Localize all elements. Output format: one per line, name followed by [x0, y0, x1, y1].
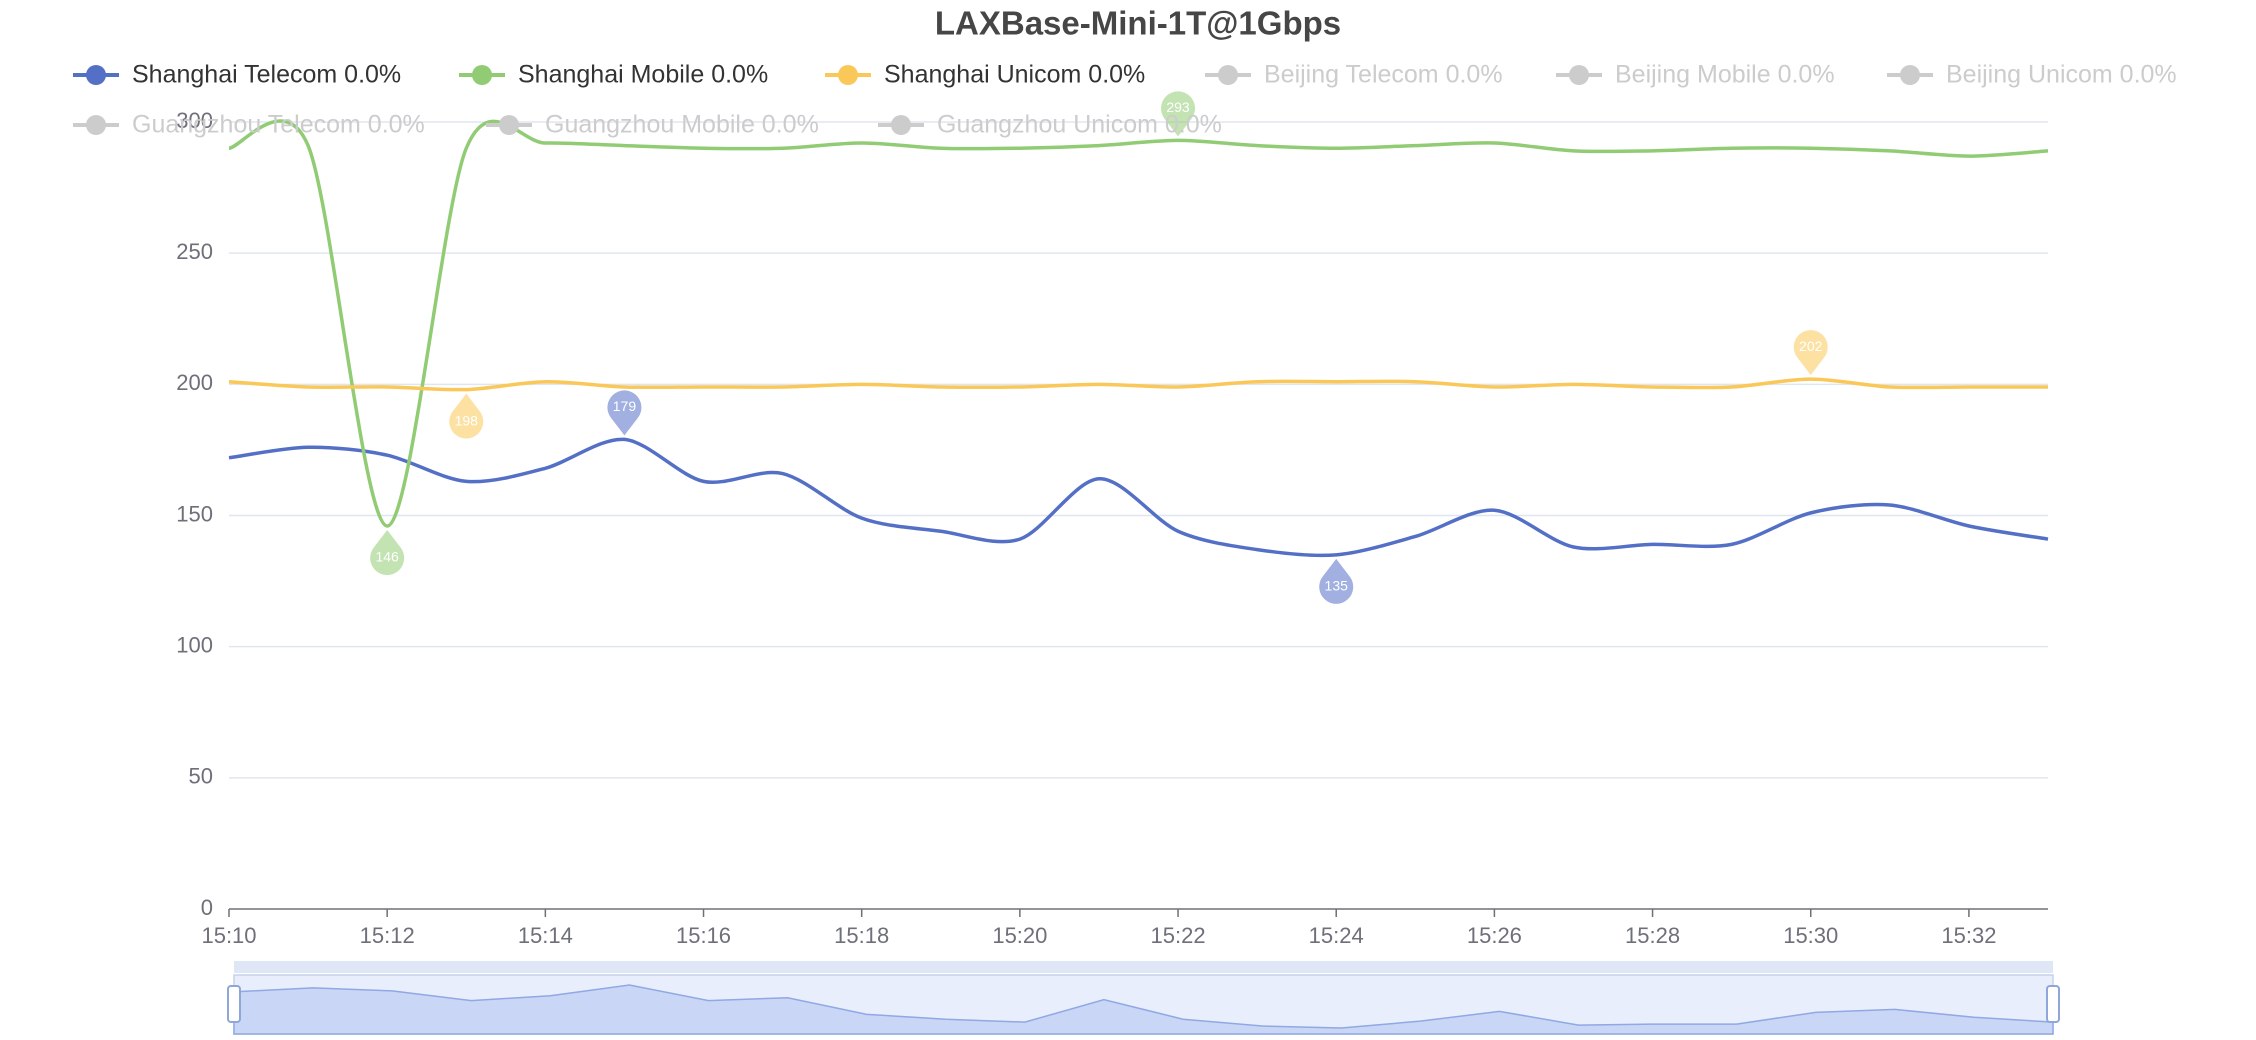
legend-dot [86, 65, 106, 85]
pin-shape [607, 390, 642, 436]
y-tick-label: 100 [176, 632, 213, 657]
pin-label: 293 [1166, 99, 1190, 115]
pin-shape [1161, 91, 1196, 137]
pin-label: 135 [1325, 578, 1349, 594]
legend-dot [86, 115, 106, 135]
pin-shape [370, 529, 405, 575]
legend-label: Beijing Mobile 0.0% [1615, 61, 1835, 89]
y-tick-label: 0 [201, 895, 213, 920]
marker-pin [449, 393, 484, 439]
marker-pin [370, 529, 405, 575]
x-tick-label: 15:10 [201, 923, 256, 948]
pin-label: 179 [613, 398, 637, 414]
line-series [228, 377, 2048, 392]
legend-label: Shanghai Telecom 0.0% [132, 61, 401, 89]
x-tick-label: 15:12 [360, 923, 415, 948]
legend-dot [891, 115, 911, 135]
pin-label: 202 [1799, 338, 1823, 354]
y-tick-label: 250 [176, 239, 213, 264]
legend-label: Shanghai Mobile 0.0% [518, 61, 768, 89]
legend-label: Beijing Unicom 0.0% [1946, 61, 2177, 89]
legend-label: Guangzhou Mobile 0.0% [545, 111, 819, 139]
slider-handle [2046, 985, 2060, 1023]
pin-shape [449, 393, 484, 439]
legend-label: Guangzhou Unicom 0.0% [937, 111, 1222, 139]
y-tick-label: 300 [176, 108, 213, 133]
x-tick-label: 15:16 [676, 923, 731, 948]
legend-dot [1569, 65, 1589, 85]
x-tick-label: 15:22 [1151, 923, 1206, 948]
y-tick-label: 200 [176, 370, 213, 395]
legend-dot [499, 115, 519, 135]
marker-pin [1793, 330, 1828, 376]
legend-label: Beijing Telecom 0.0% [1264, 61, 1503, 89]
line-series [228, 437, 2049, 558]
x-tick-label: 15:32 [1941, 923, 1996, 948]
x-tick-label: 15:26 [1467, 923, 1522, 948]
marker-pin [1319, 558, 1354, 604]
x-tick-label: 15:24 [1309, 923, 1364, 948]
line-series [228, 119, 2049, 528]
x-tick-label: 15:30 [1783, 923, 1838, 948]
legend-dot [838, 65, 858, 85]
chart-title: LAXBase-Mini-1T@1Gbps [935, 5, 1341, 42]
y-tick-label: 50 [189, 764, 213, 789]
pin-label: 146 [375, 549, 399, 565]
x-tick-label: 15:18 [834, 923, 889, 948]
pin-shape [1319, 558, 1354, 604]
legend-dot [1218, 65, 1238, 85]
x-tick-label: 15:28 [1625, 923, 1680, 948]
marker-pin [1161, 91, 1196, 137]
legend-label: Shanghai Unicom 0.0% [884, 61, 1145, 89]
legend-dot [1900, 65, 1920, 85]
marker-pin [607, 390, 642, 436]
slider-handle [227, 985, 241, 1023]
y-tick-label: 150 [176, 501, 213, 526]
legend-dot [472, 65, 492, 85]
slider-area [233, 984, 2054, 1035]
pin-label: 198 [455, 412, 479, 428]
x-tick-label: 15:20 [992, 923, 1047, 948]
pin-shape [1793, 330, 1828, 376]
slider-bar [234, 961, 2053, 973]
legend-label: Guangzhou Telecom 0.0% [132, 111, 425, 139]
x-tick-label: 15:14 [518, 923, 573, 948]
